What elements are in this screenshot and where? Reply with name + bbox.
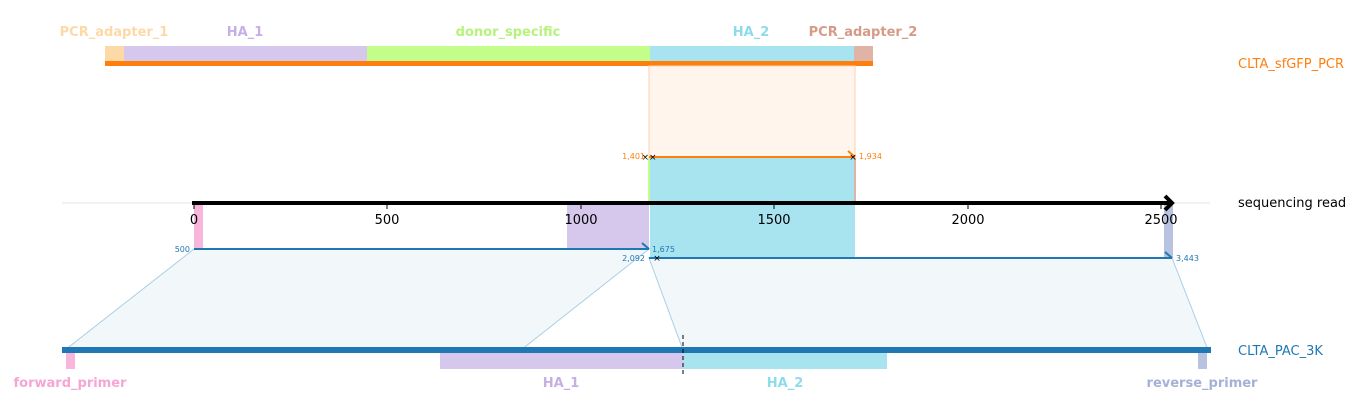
top-alignment-end-label: 1,934 bbox=[859, 152, 882, 161]
bottom-feature-label-ha-2: HA_2 bbox=[767, 376, 804, 391]
top-feature-label-pcr-adapter-2: PCR_adapter_2 bbox=[809, 25, 918, 40]
top-alignment-end-arrow bbox=[847, 150, 856, 158]
top-alignment-shade bbox=[648, 65, 856, 159]
top-feature-pcr-adapter-2 bbox=[854, 46, 873, 62]
bottom-feature-label-ha-1: HA_1 bbox=[543, 376, 580, 391]
top-feature-label-donor-specific: donor_specific bbox=[456, 25, 561, 40]
bottom-feature-label-reverse-primer: reverse_primer bbox=[1147, 376, 1259, 391]
bottom-track-name: CLTA_PAC_3K bbox=[1238, 344, 1323, 359]
bottom-feature-ha-1 bbox=[440, 351, 683, 369]
bottom-alignment-1-start-label: 500 bbox=[175, 245, 190, 254]
top-alignment-end-mark: × bbox=[849, 153, 857, 163]
bottom-alignment-1-end-label: 1,675 bbox=[652, 245, 675, 254]
top-alignment-start-label: 1,401 bbox=[622, 152, 645, 161]
bottom-alignment-2-start-mark: × bbox=[653, 254, 661, 264]
top-feature-ha-2 bbox=[650, 46, 854, 62]
read-feature-ha-1 bbox=[567, 203, 649, 249]
top-reference-line bbox=[105, 61, 873, 66]
top-feature-label-ha-1: HA_1 bbox=[227, 25, 264, 40]
top-feature-pcr-adapter-1 bbox=[105, 46, 124, 62]
top-track-name: CLTA_sfGFP_PCR bbox=[1238, 57, 1344, 72]
middle-track-name: sequencing read bbox=[1238, 196, 1346, 211]
top-feature-donor-specific bbox=[367, 46, 650, 62]
top-alignment: ×× × 1,401 1,934 bbox=[622, 65, 882, 258]
sequencing-read-track: 0 500 1000 1500 2000 2500 sequencing rea… bbox=[62, 194, 1346, 258]
axis-tick-label: 2500 bbox=[1144, 213, 1177, 228]
bottom-alignments: 500 1,675 × 2,092 3,443 bbox=[63, 242, 1209, 351]
read-feature-ha-2 bbox=[650, 158, 855, 258]
axis-tick-label: 0 bbox=[190, 213, 198, 228]
bottom-feature-forward-primer bbox=[66, 351, 75, 369]
bottom-alignment-2-shade bbox=[648, 257, 1209, 351]
axis-tick-label: 2000 bbox=[951, 213, 984, 228]
top-feature-label-pcr-adapter-1: PCR_adapter_1 bbox=[60, 25, 169, 40]
axis-tick-label: 1500 bbox=[757, 213, 790, 228]
top-alignment-start-mark: ×× bbox=[641, 153, 656, 163]
bottom-feature-reverse-primer bbox=[1198, 351, 1207, 369]
bottom-reference-track: forward_primer HA_1 HA_2 reverse_primer … bbox=[14, 335, 1323, 391]
axis-tick-label: 1000 bbox=[564, 213, 597, 228]
axis-ticks: 0 500 1000 1500 2000 2500 bbox=[190, 203, 1178, 228]
bottom-feature-ha-2 bbox=[683, 351, 887, 369]
read-feature-forward-primer bbox=[194, 203, 203, 249]
read-feature-reverse-primer bbox=[1164, 203, 1173, 258]
axis-tick-label: 500 bbox=[375, 213, 400, 228]
top-feature-ha-1 bbox=[124, 46, 367, 62]
bottom-reference-line bbox=[62, 347, 1211, 353]
bottom-alignment-2-start-label: 2,092 bbox=[622, 254, 645, 263]
bottom-alignment-2-end-label: 3,443 bbox=[1176, 254, 1199, 263]
bottom-feature-label-forward-primer: forward_primer bbox=[14, 376, 128, 391]
read-axis-arrow bbox=[1163, 194, 1175, 212]
bottom-alignment-1-end-arrow bbox=[641, 242, 650, 250]
top-feature-label-ha-2: HA_2 bbox=[733, 25, 770, 40]
bottom-alignment-1-shade bbox=[63, 248, 651, 351]
bottom-alignment-2-end-arrow bbox=[1164, 251, 1173, 259]
top-reference-track: PCR_adapter_1 HA_1 donor_specific HA_2 P… bbox=[60, 25, 1344, 72]
